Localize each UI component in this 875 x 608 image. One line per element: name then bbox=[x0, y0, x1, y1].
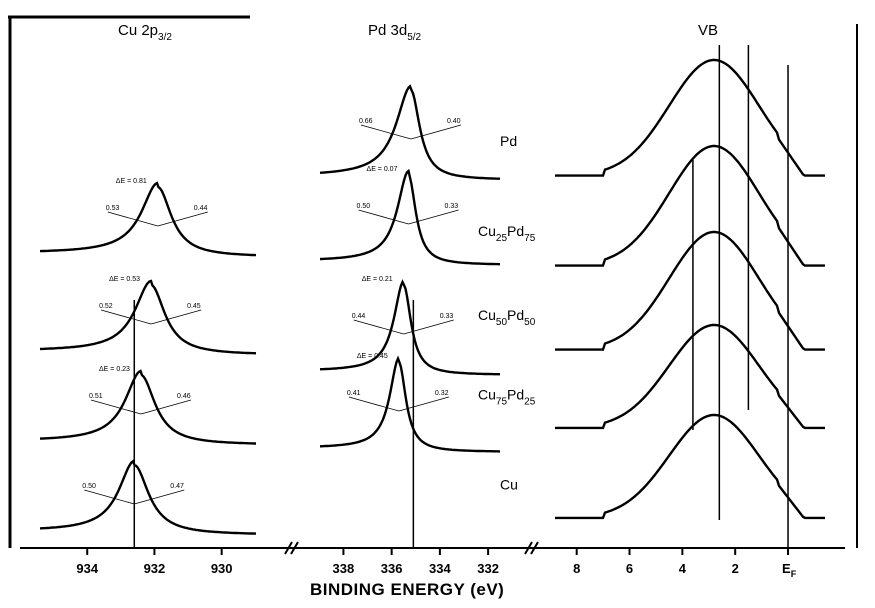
spectrum-line bbox=[319, 279, 501, 376]
spectrum-line bbox=[319, 84, 500, 180]
x-tick-label: 932 bbox=[144, 561, 166, 576]
fwhm-right-label: 0.32 bbox=[435, 390, 449, 397]
cu2p-panel: 934 932 930 0.53 0.44 ΔE = 0.81 0.52 0.45 ΔE = 0… bbox=[39, 178, 257, 576]
delta-e-label: ΔE = 0.21 bbox=[362, 276, 393, 283]
fwhm-left-label: 0.66 bbox=[359, 118, 373, 125]
x-tick-label: 336 bbox=[381, 561, 403, 576]
fwhm-right-label: 0.45 bbox=[187, 303, 201, 310]
fwhm-left-label: 0.44 bbox=[352, 313, 366, 320]
spectrum-line bbox=[39, 279, 257, 355]
delta-e-label: ΔE = 0.81 bbox=[116, 178, 147, 185]
axis-break-2 bbox=[524, 541, 539, 555]
vb-spectrum-line bbox=[555, 413, 825, 520]
vb-spectrum-line bbox=[555, 230, 825, 351]
panel-title-pd3d: Pd 3d5/2 bbox=[368, 22, 422, 43]
x-tick-label: 6 bbox=[626, 561, 633, 576]
spectrum-line bbox=[320, 168, 500, 266]
fwhm-right-label: 0.44 bbox=[194, 205, 208, 212]
spectrum-line bbox=[40, 369, 256, 445]
fwhm-left-label: 0.41 bbox=[347, 390, 361, 397]
x-tick-label: 934 bbox=[76, 561, 98, 576]
series-label: Cu75Pd25 bbox=[478, 387, 536, 408]
x-tick-label: 930 bbox=[211, 561, 233, 576]
spectrum-line bbox=[40, 181, 256, 257]
panel-title-vb: VB bbox=[698, 22, 718, 39]
x-tick-label: 332 bbox=[477, 561, 499, 576]
x-tick-label: 334 bbox=[429, 561, 451, 576]
x-tick-label: 338 bbox=[333, 561, 355, 576]
vb-spectrum-line bbox=[555, 58, 825, 177]
x-tick-label: 8 bbox=[573, 561, 580, 576]
x-tick-label: EF bbox=[782, 561, 797, 579]
panel-title-cu2p: Cu 2p3/2 bbox=[118, 22, 172, 43]
x-axis-label: BINDING ENERGY (eV) bbox=[310, 580, 504, 599]
fwhm-arrow-left bbox=[353, 319, 404, 335]
x-tick-label: 4 bbox=[679, 561, 687, 576]
delta-e-label: ΔE = 0.45 bbox=[357, 353, 388, 360]
fwhm-arrow-right bbox=[410, 124, 462, 140]
fwhm-right-label: 0.40 bbox=[447, 118, 461, 125]
delta-e-label: ΔE = 0.23 bbox=[99, 366, 130, 373]
fwhm-arrow-left bbox=[348, 396, 399, 412]
vb-spectrum-line bbox=[555, 323, 825, 430]
fwhm-arrow-right bbox=[157, 211, 208, 227]
axis-break-1 bbox=[284, 541, 299, 555]
spectrum-line bbox=[39, 459, 256, 535]
fwhm-right-label: 0.33 bbox=[440, 313, 454, 320]
fwhm-arrow-right bbox=[398, 396, 449, 412]
fwhm-left-label: 0.50 bbox=[82, 483, 96, 490]
fwhm-right-label: 0.47 bbox=[170, 483, 184, 490]
x-tick-label: 2 bbox=[732, 561, 739, 576]
fwhm-left-label: 0.53 bbox=[106, 205, 120, 212]
series-label: Cu bbox=[500, 477, 518, 493]
fwhm-right-label: 0.46 bbox=[177, 393, 191, 400]
fwhm-left-label: 0.51 bbox=[89, 393, 103, 400]
fwhm-arrow-left bbox=[100, 309, 152, 325]
delta-e-label: ΔE = 0.07 bbox=[367, 166, 398, 173]
fwhm-arrow-left bbox=[358, 209, 409, 225]
fwhm-left-label: 0.50 bbox=[357, 203, 371, 210]
fwhm-arrow-right bbox=[134, 489, 185, 505]
fwhm-arrow-left bbox=[360, 124, 412, 140]
delta-e-label: ΔE = 0.53 bbox=[109, 276, 140, 283]
fwhm-arrow-left bbox=[107, 211, 158, 227]
fwhm-arrow-right bbox=[403, 319, 454, 335]
fwhm-arrow-right bbox=[150, 309, 202, 325]
series-label: Cu50Pd50 bbox=[478, 307, 536, 328]
vb-spectrum-line bbox=[555, 144, 825, 267]
fwhm-arrow-right bbox=[140, 399, 192, 415]
fwhm-left-label: 0.52 bbox=[99, 303, 113, 310]
valence-band-panel: 8 6 4 2 EF Pd Cu25Pd75 Cu50Pd50 Cu75Pd25 Cu bbox=[478, 45, 825, 579]
fwhm-right-label: 0.33 bbox=[445, 203, 459, 210]
series-label: Cu25Pd75 bbox=[478, 223, 536, 244]
pd3d-panel: 338 336 334 332 0.66 0.40 0.50 0.33 ΔE = 0.07 0.4… bbox=[319, 84, 501, 576]
fwhm-arrow-right bbox=[408, 209, 459, 225]
series-label: Pd bbox=[500, 133, 517, 149]
fwhm-arrow-left bbox=[90, 399, 142, 415]
fwhm-arrow-left bbox=[84, 489, 135, 505]
spectrum-line bbox=[320, 355, 500, 453]
